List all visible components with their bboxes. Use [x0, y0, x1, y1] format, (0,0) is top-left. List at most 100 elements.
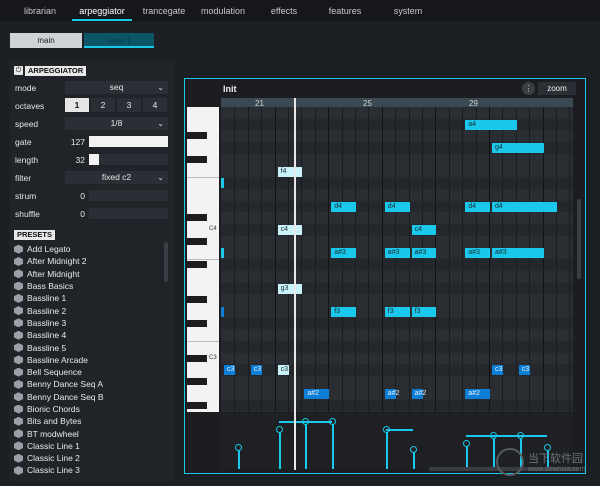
note-block[interactable]: f4 [277, 166, 303, 177]
note-block[interactable]: a4 [465, 119, 517, 130]
tab-librarian[interactable]: librarian [23, 6, 56, 16]
black-key[interactable] [187, 237, 207, 245]
black-key[interactable] [187, 155, 207, 163]
preset-item[interactable]: Classic Line 3 [14, 464, 164, 476]
velocity-stem[interactable] [385, 429, 388, 469]
velocity-handle[interactable] [235, 444, 243, 451]
velocity-stem[interactable] [493, 435, 495, 469]
note-block[interactable]: a#2 [411, 388, 426, 399]
octave-button-4[interactable]: 4 [143, 98, 167, 112]
octave-button-3[interactable]: 3 [117, 98, 141, 112]
note-block[interactable]: d4 [331, 201, 356, 212]
playhead[interactable] [294, 98, 296, 470]
preset-item[interactable]: Benny Dance Seq A [14, 378, 164, 390]
black-key[interactable] [187, 132, 207, 140]
note-block[interactable]: a#3 [492, 248, 544, 259]
filter-dropdown[interactable]: fixed c2 ⌄ [65, 171, 168, 184]
note-block[interactable]: c3 [518, 365, 531, 376]
note-block[interactable]: c3 [224, 365, 236, 376]
zoom-button[interactable]: zoom [538, 82, 576, 95]
preset-item[interactable]: Bassline 3 [14, 317, 164, 329]
preset-item[interactable]: Classic Line 1 [14, 440, 164, 452]
note-block[interactable]: c4 [277, 225, 303, 235]
velocity-stem[interactable] [305, 421, 308, 469]
preset-item[interactable]: BT modwheel [14, 427, 164, 439]
note-block[interactable]: d4 [465, 201, 490, 212]
velocity-handle[interactable] [409, 446, 417, 453]
velocity-handle[interactable] [275, 426, 283, 433]
length-slider[interactable] [89, 154, 168, 165]
velocity-stem[interactable] [238, 447, 241, 469]
velocity-stem[interactable] [519, 435, 522, 469]
black-key[interactable] [187, 378, 207, 386]
note-block[interactable]: f3 [411, 306, 437, 317]
strum-slider[interactable] [89, 190, 168, 201]
velocity-stem[interactable] [278, 429, 281, 469]
velocity-stem[interactable] [546, 447, 549, 469]
preset-scrollbar[interactable] [164, 242, 168, 282]
black-key[interactable] [187, 354, 207, 362]
note-block[interactable]: a#3 [411, 248, 437, 259]
speed-dropdown[interactable]: 1/8 ⌄ [65, 117, 168, 130]
preset-item[interactable]: Classic Line 2 [14, 452, 164, 464]
note-block[interactable]: a#3 [384, 248, 410, 259]
black-key[interactable] [187, 296, 207, 304]
note-grid[interactable]: a4 g4 f4 d4 d4 d4 d4 c4 c4 a#3 a#3 a#3 a#3 a#3 g3 f3 f3 f… [221, 107, 573, 412]
gate-slider[interactable] [89, 136, 168, 147]
note-block[interactable]: c3 [492, 365, 504, 376]
note-block[interactable]: d4 [492, 201, 557, 212]
piano-keyboard[interactable]: C4 C3 [187, 107, 219, 412]
velocity-handle[interactable] [463, 440, 471, 447]
power-icon[interactable]: ⏻ [14, 66, 23, 75]
preset-item[interactable]: Bassline 2 [14, 304, 164, 316]
note-block[interactable]: a#2 [465, 388, 490, 399]
preset-item[interactable]: Bassline 4 [14, 329, 164, 341]
more-vertical-icon[interactable]: ⋮ [522, 82, 535, 95]
preset-item[interactable]: After Midnight 2 [14, 255, 164, 267]
note-block[interactable]: g3 [277, 283, 303, 294]
octave-button-2[interactable]: 2 [91, 98, 115, 112]
preset-item[interactable]: Bass Basics [14, 280, 164, 292]
preset-item[interactable]: Bits and Bytes [14, 415, 164, 427]
velocity-stem[interactable] [466, 443, 469, 469]
subtab-main[interactable]: main [10, 33, 82, 48]
note-block[interactable]: a#3 [465, 248, 490, 259]
note-block[interactable]: f3 [331, 306, 356, 317]
preset-item[interactable]: Bionic Chords [14, 403, 164, 415]
note-block[interactable]: c4 [411, 225, 437, 235]
black-key[interactable] [187, 214, 207, 222]
velocity-handle[interactable] [543, 444, 551, 451]
note-block[interactable]: f3 [384, 306, 410, 317]
velocity-stem[interactable] [412, 449, 415, 469]
black-key[interactable] [187, 401, 207, 409]
preset-item[interactable]: Bassline Arcade [14, 354, 164, 366]
tab-system[interactable]: system [393, 6, 423, 16]
note-block[interactable]: d4 [384, 201, 410, 212]
shuffle-slider[interactable] [89, 208, 168, 219]
note-block[interactable]: a#2 [384, 388, 399, 399]
vertical-scrollbar[interactable] [577, 199, 581, 279]
preset-item[interactable]: Benny Dance Seq B [14, 391, 164, 403]
octave-button-1[interactable]: 1 [65, 98, 89, 112]
tab-features[interactable]: features [328, 6, 362, 16]
note-block[interactable]: c3 [250, 365, 263, 376]
note-block[interactable]: g4 [492, 143, 544, 154]
black-key[interactable] [187, 319, 207, 327]
preset-item[interactable]: After Midnight [14, 268, 164, 280]
tab-arpeggiator[interactable]: arpeggiator [79, 6, 125, 16]
black-key[interactable] [187, 261, 207, 269]
velocity-stem[interactable] [332, 421, 335, 469]
subtab-layer-1[interactable]: layer 1 [84, 33, 154, 48]
mode-dropdown[interactable]: seq ⌄ [65, 81, 168, 94]
note-block[interactable]: a#2 [304, 388, 330, 399]
note-block[interactable]: c3 [277, 365, 289, 376]
preset-item[interactable]: Add Legato [14, 243, 164, 255]
tab-modulation[interactable]: modulation [200, 6, 246, 16]
note-block[interactable]: a#3 [331, 248, 356, 259]
timeline-ruler[interactable] [221, 98, 573, 107]
preset-item[interactable]: Bassline 1 [14, 292, 164, 304]
tab-effects[interactable]: effects [270, 6, 298, 16]
preset-item[interactable]: Bassline 5 [14, 341, 164, 353]
tab-trancegate[interactable]: trancegate [142, 6, 186, 16]
preset-item[interactable]: Bell Sequence [14, 366, 164, 378]
